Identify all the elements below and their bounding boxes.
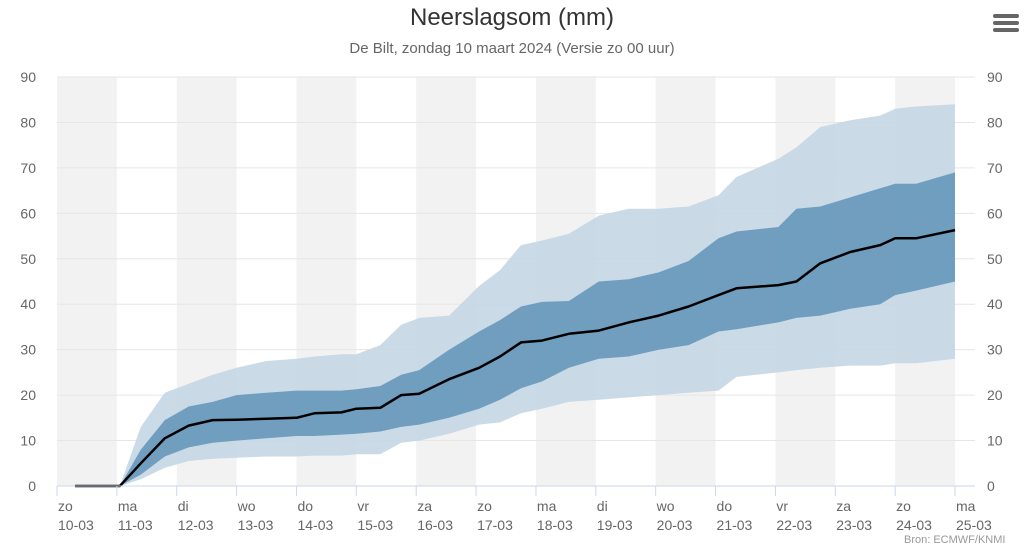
uncertainty-bands (75, 104, 955, 487)
y-tick-label-right: 60 (987, 205, 1003, 221)
y-tick-label-right: 70 (987, 160, 1003, 176)
x-tick-date: 16-03 (417, 517, 453, 533)
x-tick-date: 15-03 (357, 517, 393, 533)
y-tick-label-right: 0 (987, 478, 995, 494)
y-axis-left: 0 10 20 30 40 50 60 70 80 90 (20, 69, 36, 494)
x-tick-date: 20-03 (657, 517, 693, 533)
x-tick-day: za (836, 498, 851, 514)
inner-band (75, 172, 955, 486)
chart-title: Neerslagsom (mm) (409, 4, 615, 31)
x-tick-day: ma (118, 498, 138, 514)
y-tick-label-left: 40 (20, 296, 36, 312)
x-tick-day: zo (477, 498, 492, 514)
x-tick-day: za (417, 498, 432, 514)
y-tick-label-left: 10 (20, 433, 36, 449)
y-axis-right: 0 10 20 30 40 50 60 70 80 90 (987, 69, 1003, 494)
y-tick-label-right: 30 (987, 342, 1003, 358)
x-tick-date: 22-03 (776, 517, 812, 533)
x-tick-date: 11-03 (118, 517, 153, 533)
x-tick-date: 25-03 (956, 517, 992, 533)
median-line (75, 228, 956, 488)
day-shade (57, 77, 117, 486)
chart-subtitle: De Bilt, zondag 10 maart 2024 (Versie zo… (349, 40, 675, 57)
credits-label: Bron: ECMWF/KNMI (904, 534, 1006, 546)
x-tick-date: 24-03 (896, 517, 932, 533)
y-tick-label-right: 90 (987, 69, 1003, 85)
y-tick-label-right: 50 (987, 251, 1003, 267)
x-tick-day: ma (537, 498, 557, 514)
x-tick-day: di (597, 498, 608, 514)
y-tick-label-left: 80 (20, 114, 36, 130)
hamburger-menu-icon[interactable] (993, 14, 1019, 36)
x-tick-date: 21-03 (717, 517, 753, 533)
menu-line (993, 28, 1019, 32)
x-tick-day: zo (896, 498, 911, 514)
x-tick-day: wo (237, 498, 256, 514)
y-tick-label-left: 30 (20, 342, 36, 358)
menu-line (993, 21, 1019, 25)
x-tick-day: do (717, 498, 733, 514)
y-tick-label-left: 0 (28, 478, 36, 494)
x-tick-day: wo (656, 498, 675, 514)
x-tick-day: vr (357, 498, 369, 514)
x-tick-date: 19-03 (597, 517, 633, 533)
y-tick-label-left: 90 (20, 69, 36, 85)
y-tick-label-left: 50 (20, 251, 36, 267)
x-axis: zo 10-03 ma 11-03 di 12-03 wo 13-03 do 14-03 vr 15-… (56, 485, 992, 533)
outer-band (75, 104, 955, 487)
y-tick-label-left: 60 (20, 205, 36, 221)
x-tick-day: ma (956, 498, 976, 514)
x-tick-day: zo (58, 498, 73, 514)
x-tick-date: 12-03 (178, 517, 214, 533)
x-tick-date: 10-03 (58, 517, 94, 533)
x-tick-date: 23-03 (836, 517, 872, 533)
y-tick-label-left: 20 (20, 387, 36, 403)
y-tick-label-right: 40 (987, 296, 1003, 312)
y-tick-label-left: 70 (20, 160, 36, 176)
y-tick-label-right: 10 (987, 433, 1003, 449)
menu-line (993, 14, 1019, 18)
y-tick-label-right: 20 (987, 387, 1003, 403)
x-tick-day: di (178, 498, 189, 514)
y-tick-label-right: 80 (987, 114, 1003, 130)
x-tick-date: 17-03 (477, 517, 513, 533)
x-tick-date: 14-03 (297, 517, 333, 533)
x-tick-day: vr (776, 498, 788, 514)
x-tick-date: 18-03 (537, 517, 573, 533)
x-tick-day: do (297, 498, 313, 514)
x-tick-date: 13-03 (238, 517, 274, 533)
